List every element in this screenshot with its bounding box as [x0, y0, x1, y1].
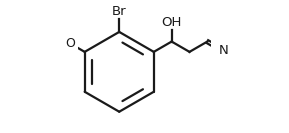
- Text: O: O: [65, 37, 75, 50]
- Text: Br: Br: [112, 5, 127, 18]
- Text: N: N: [218, 44, 228, 57]
- Text: OH: OH: [162, 16, 182, 29]
